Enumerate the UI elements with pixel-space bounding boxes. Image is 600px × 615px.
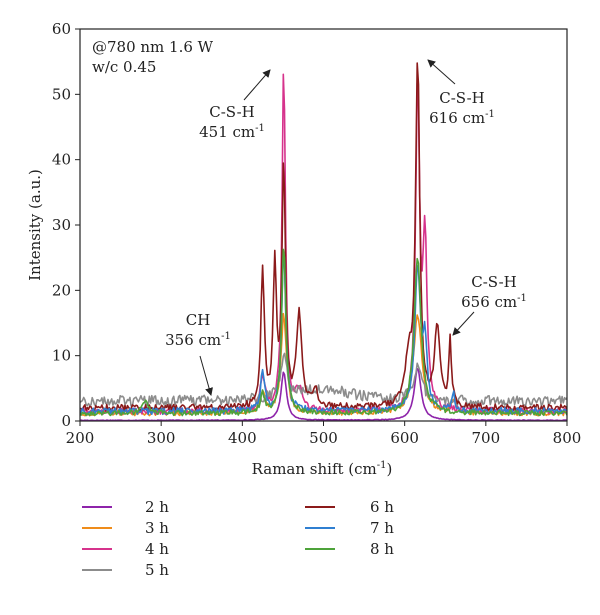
series-layer <box>80 62 567 421</box>
annotation-label: C-S-H <box>471 273 517 291</box>
series-line-5h <box>80 352 567 407</box>
legend-item: 7 h <box>305 519 394 537</box>
y-tick-label: 50 <box>52 85 71 103</box>
y-tick-label: 10 <box>52 347 71 365</box>
legend-item: 2 h <box>82 498 169 516</box>
plot-frame <box>79 28 568 422</box>
annotation-label: CH <box>186 311 211 329</box>
legend-label: 8 h <box>370 540 394 558</box>
annotation: CH 356 cm-1 <box>165 311 231 396</box>
legend-label: 6 h <box>370 498 394 516</box>
y-tick-label: 40 <box>52 151 71 169</box>
series-line-2h <box>80 367 567 421</box>
x-axis-label-sup: -1 <box>377 460 387 471</box>
x-tick-label: 500 <box>309 429 338 447</box>
x-tick-label: 200 <box>66 429 95 447</box>
legend-label: 4 h <box>145 540 169 558</box>
x-tick-label: 800 <box>553 429 582 447</box>
legend-item: 4 h <box>82 540 169 558</box>
annotation-arrow <box>427 59 456 85</box>
annotation-wavenumber: 356 cm-1 <box>165 331 231 349</box>
y-axis-label: Intensity (a.u.) <box>26 169 44 281</box>
legend-label: 3 h <box>145 519 169 537</box>
info-line-2: w/c 0.45 <box>92 58 156 76</box>
legend-label: 2 h <box>145 498 169 516</box>
y-tick-label: 30 <box>52 216 71 234</box>
legend-item: 8 h <box>305 540 394 558</box>
annotation-wavenumber: 616 cm-1 <box>429 109 495 127</box>
legend-item: 5 h <box>82 561 169 579</box>
series-line-8h <box>80 248 567 417</box>
x-tick-label: 400 <box>228 429 257 447</box>
legend-item: 3 h <box>82 519 169 537</box>
annotation: C-S-H 616 cm-1 <box>427 59 495 127</box>
y-tick-label: 0 <box>61 412 71 430</box>
x-tick-label: 600 <box>390 429 419 447</box>
legend-label: 7 h <box>370 519 394 537</box>
x-tick-label: 700 <box>472 429 501 447</box>
legend-label: 5 h <box>145 561 169 579</box>
x-axis-label-main: Raman shift (cm <box>252 460 377 478</box>
annotation-arrow <box>452 311 475 336</box>
ticks-layer: 200 300 400 500 600 700 800 0 10 20 30 40 50 60 <box>52 20 581 447</box>
x-axis-label-tail: ) <box>387 460 393 478</box>
annotation-wavenumber: 451 cm-1 <box>199 123 265 141</box>
y-tick-label: 20 <box>52 281 71 299</box>
info-line-1: @780 nm 1.6 W <box>92 38 214 56</box>
legend: 2 h 3 h 4 h 5 h 6 h 7 h 8 h <box>82 498 394 579</box>
annotation: C-S-H 656 cm-1 <box>452 273 527 336</box>
annotation-arrow <box>199 355 213 396</box>
y-tick-label: 60 <box>52 20 71 38</box>
annotation-label: C-S-H <box>209 103 255 121</box>
annotation-label: C-S-H <box>439 89 485 107</box>
annotation-arrow <box>243 69 271 101</box>
legend-item: 6 h <box>305 498 394 516</box>
x-axis-label: Raman shift (cm-1) <box>252 460 393 478</box>
series-line-4h <box>80 73 567 415</box>
annotation-wavenumber: 656 cm-1 <box>461 293 527 311</box>
x-tick-label: 300 <box>147 429 176 447</box>
series-line-6h <box>80 62 567 412</box>
annotation: C-S-H 451 cm-1 <box>199 69 271 141</box>
